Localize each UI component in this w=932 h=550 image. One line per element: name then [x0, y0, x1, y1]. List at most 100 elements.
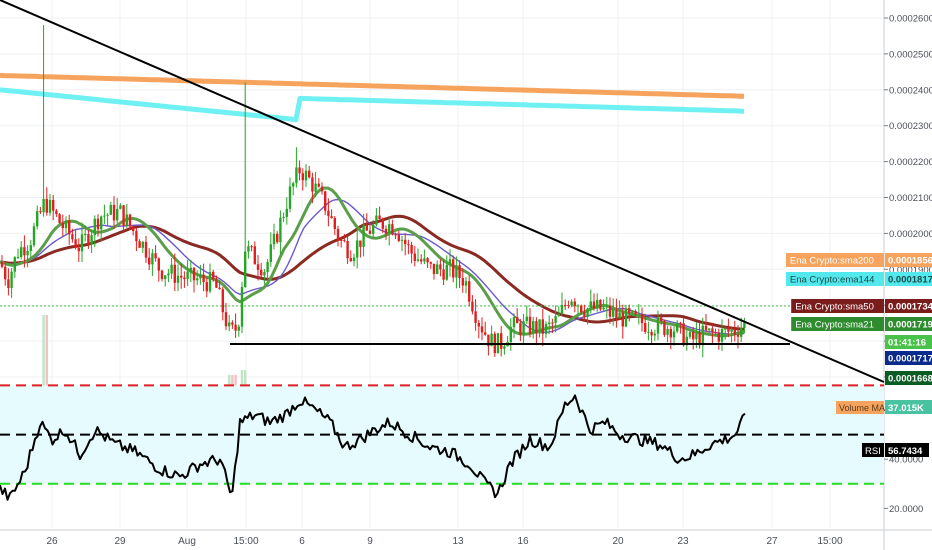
candle-body	[202, 274, 205, 283]
candle-body	[260, 269, 263, 276]
candle-body	[10, 271, 13, 288]
candle-body	[212, 271, 215, 280]
time-tick-label: 27	[766, 536, 778, 547]
ema144-name-label: Ena Crypto:ema144	[790, 275, 875, 286]
candle-body	[682, 323, 685, 346]
candle-body	[455, 265, 458, 278]
candle-body	[535, 321, 538, 334]
rsi-pane	[0, 384, 884, 501]
countdown-value-label: 01:41:16	[888, 338, 926, 349]
price-tick-label: 0.0002300	[889, 121, 932, 132]
candle-body	[39, 211, 42, 213]
candle-body	[480, 326, 484, 333]
candle-body	[160, 270, 164, 280]
candle-body	[407, 244, 410, 246]
candle-body	[650, 331, 653, 336]
candle-body	[0, 262, 4, 267]
candle-body	[452, 259, 455, 278]
candle-body	[55, 210, 58, 215]
time-tick-label: 9	[367, 536, 373, 547]
candle-body	[164, 275, 167, 280]
candle-body	[608, 305, 612, 317]
sma21-value-tag	[885, 317, 932, 331]
candle-body	[388, 224, 391, 234]
candle-body	[420, 259, 423, 262]
candle-body	[74, 239, 77, 248]
candle-body	[628, 308, 631, 314]
candle-body	[244, 251, 247, 287]
candle-body	[740, 327, 743, 337]
candle-body	[311, 177, 314, 192]
candle-body	[272, 233, 276, 245]
candle-body	[170, 264, 173, 274]
candle-body	[720, 328, 724, 342]
candle-body	[196, 278, 199, 281]
candle-body	[282, 216, 285, 218]
candle-body	[391, 224, 394, 235]
candle-body	[599, 299, 602, 310]
candle-body	[173, 264, 176, 283]
candle-body	[240, 286, 244, 327]
candle-body	[314, 183, 317, 192]
candle-body	[324, 191, 327, 211]
candle-body	[557, 313, 560, 317]
candle-body	[138, 241, 141, 248]
moving-averages	[0, 72, 884, 338]
trendlines	[0, 0, 885, 383]
candle-body	[730, 329, 733, 332]
time-tick-label: Aug	[178, 536, 196, 547]
candle-body	[87, 234, 90, 245]
candle-body	[308, 170, 311, 178]
candle-body	[586, 308, 589, 317]
candle-body	[567, 305, 570, 307]
candle-body	[442, 269, 445, 280]
candle-body	[26, 250, 29, 256]
candle-body	[612, 309, 615, 317]
candle-body	[503, 346, 506, 349]
price-green-value-label: 0.0001668	[888, 374, 932, 385]
candle-body	[279, 217, 282, 243]
candle-body	[141, 241, 144, 248]
volume-bar	[45, 315, 48, 410]
candle-body	[439, 264, 442, 270]
candle-body	[484, 332, 487, 335]
candle-body	[522, 321, 525, 335]
candle-body	[400, 239, 404, 241]
candle-body	[132, 226, 135, 232]
candle-body	[228, 322, 231, 327]
candle-body	[583, 312, 586, 317]
price-tick-label: 0.0002400	[889, 85, 932, 96]
candle-body	[71, 234, 74, 240]
candle-body	[122, 205, 125, 227]
candle-body	[727, 328, 730, 332]
candle-body	[375, 215, 378, 225]
candle-body	[148, 257, 151, 265]
candle-body	[416, 259, 420, 261]
candle-body	[346, 241, 349, 259]
candle-body	[724, 328, 727, 330]
rsi-line	[0, 394, 746, 501]
candle-body	[250, 246, 253, 248]
candle-body	[426, 258, 429, 263]
candle-body	[596, 299, 599, 309]
candle-body	[362, 224, 365, 247]
rsi-tick-label: 20.0000	[889, 504, 923, 515]
candle-body	[298, 167, 301, 174]
candle-body	[397, 234, 400, 241]
candle-body	[525, 316, 528, 322]
candle-body	[320, 186, 324, 192]
candle-body	[7, 279, 10, 288]
candle-body	[368, 230, 372, 234]
candle-body	[180, 275, 183, 278]
price-blue-value-label: 0.0001717	[888, 354, 932, 365]
candle-body	[125, 214, 128, 227]
candle-body	[90, 235, 93, 245]
candle-body	[714, 332, 717, 334]
candle-body	[656, 317, 660, 334]
candle-body	[189, 267, 192, 272]
volume-value-label: 37.015K	[888, 403, 924, 414]
candle-body	[509, 327, 512, 343]
candle-body	[551, 322, 554, 324]
candle-body	[653, 333, 656, 336]
